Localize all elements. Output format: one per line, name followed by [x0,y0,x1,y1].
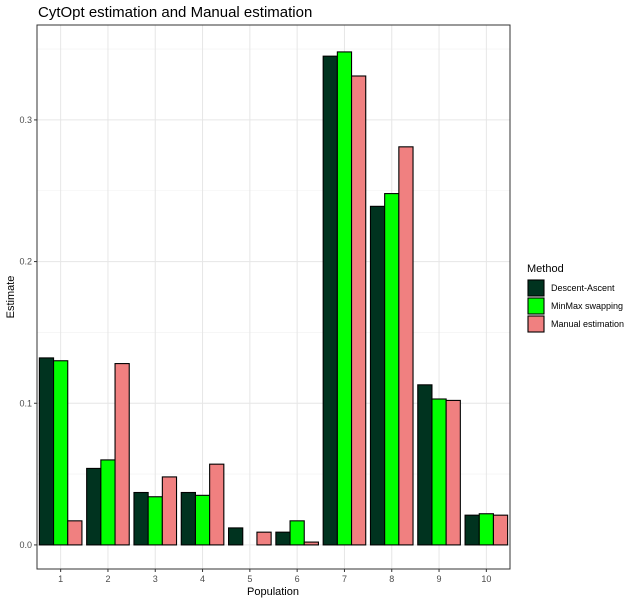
bar [384,193,400,546]
legend-key [527,315,545,333]
x-tick-label: 8 [389,574,394,584]
chart-title: CytOpt estimation and Manual estimation [38,4,312,21]
bar [147,496,163,546]
bar [431,398,447,546]
y-tick-label: 0.1 [19,398,32,408]
y-tick-label: 0.3 [19,115,32,125]
x-tick-label: 3 [153,574,158,584]
bar [350,75,367,546]
bar [100,459,116,546]
bar [86,467,102,546]
bar [289,520,305,546]
bar [67,520,83,546]
x-axis: 1 2 3 4 5 6 7 8 9 10 [58,569,491,584]
bar [53,360,69,546]
y-axis: 0.0 0.1 0.2 0.3 [19,115,37,550]
x-tick-label: 7 [342,574,347,584]
y-tick-label: 0.0 [19,540,32,550]
bar [180,491,197,546]
legend-label: Descent-Ascent [551,283,615,293]
x-axis-title: Population [247,586,299,598]
bar [492,514,509,546]
bar [417,384,433,546]
bar [478,513,494,546]
legend-label: Manual estimation [551,319,624,329]
bar [38,357,55,546]
bar [336,51,353,546]
legend-title: Method [527,263,564,275]
y-axis-title: Estimate [5,276,17,319]
y-tick-label: 0.2 [19,257,32,267]
bars [38,51,509,546]
legend: Method Descent-Ascent MinMax swapping Manu… [527,263,624,333]
bar [256,531,272,546]
bar [445,399,461,546]
bar [133,491,149,546]
bar [369,205,386,546]
bar [275,531,291,546]
legend-key [527,279,545,297]
bar [114,363,130,546]
x-tick-label: 5 [247,574,252,584]
bar [161,476,178,546]
legend-label: MinMax swapping [551,301,623,311]
x-tick-label: 1 [58,574,63,584]
bar [209,463,225,546]
bar [464,514,480,546]
x-tick-label: 4 [200,574,205,584]
x-tick-label: 10 [481,574,491,584]
bar [194,494,211,546]
plot-panel-border [36,24,511,570]
legend-key [527,297,545,315]
x-tick-label: 2 [105,574,110,584]
bar [228,527,244,546]
x-tick-label: 6 [295,574,300,584]
bar [322,55,338,546]
x-tick-label: 9 [437,574,442,584]
bar [398,146,414,546]
bar [303,541,319,546]
